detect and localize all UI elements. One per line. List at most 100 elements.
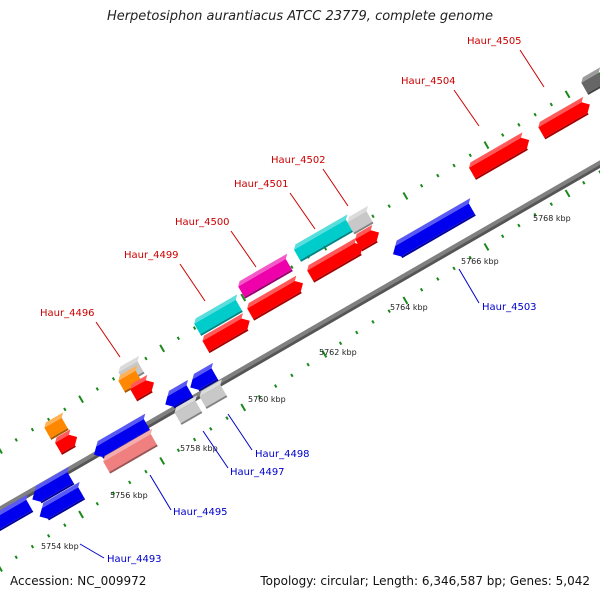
gene-magenta-4500-bottom-face	[244, 269, 293, 299]
gene-cyan-4499-bottom-face	[200, 310, 243, 336]
inner-ring-tick	[46, 534, 51, 538]
outer-ring-tick	[468, 153, 472, 158]
outer-ring-tick	[78, 395, 84, 404]
gene-gray-4497b-front-face	[174, 400, 202, 424]
inner-ring-tick	[564, 189, 571, 198]
gene-red-4505-bottom-face	[544, 112, 589, 140]
gene-gray-4498b-bottom-face	[205, 395, 228, 409]
gene-label-haur_4499[interactable]: Haur_4499	[124, 250, 179, 261]
gene-orange-small-bottom-face	[50, 428, 69, 440]
gene-label-haur_4502[interactable]: Haur_4502	[271, 155, 326, 166]
gene-cyan-4499-front-face	[194, 299, 242, 335]
backbone-line	[0, 160, 600, 511]
gene-cyan-4499-top-face	[194, 294, 238, 324]
gene-gray-4498b-top-face	[199, 379, 222, 397]
gene-pink-4495b[interactable]	[103, 428, 158, 474]
gene-blue-edge[interactable]	[0, 494, 34, 532]
outer-ring-tick	[402, 191, 409, 200]
gene-red-4504[interactable]	[469, 132, 530, 180]
outer-ring-tick	[240, 293, 247, 302]
inner-ring-tick	[274, 384, 278, 388]
gene-red-4500b[interactable]	[247, 275, 304, 321]
genome-backbone	[0, 160, 600, 514]
gene-gray-4497b-top-face	[174, 395, 197, 413]
gene-red-small[interactable]	[55, 429, 78, 455]
gene-pink-4495b-top-face	[103, 428, 153, 462]
gene-blue-4503-top-face	[395, 198, 471, 247]
gene-red-4496b-top-face	[130, 374, 148, 390]
gene-red-4500b-front-face	[247, 281, 304, 319]
gene-gray-top[interactable]	[581, 67, 600, 95]
gene-blue-edge-front-face	[0, 499, 33, 529]
outer-ring-tick	[144, 356, 148, 361]
gene-red-4501b-top-face	[307, 237, 357, 271]
gene-red-4505-front-face	[538, 102, 590, 138]
gene-blue-4497-top-face	[167, 379, 188, 397]
inner-ring-tick	[290, 373, 294, 378]
gene-blue-4503-bottom-face	[401, 213, 476, 259]
inner-ring-tick	[0, 566, 3, 572]
outer-ring-tick	[549, 102, 554, 107]
outer-ring-tick	[14, 437, 18, 442]
gene-blue-4493-front-face	[39, 487, 85, 519]
gene-label-haur_4501[interactable]: Haur_4501	[234, 179, 289, 190]
gene-features	[0, 67, 600, 532]
gene-red-4499b[interactable]	[202, 313, 250, 354]
outer-ring-tick	[483, 141, 490, 150]
gene-blue-4494[interactable]	[32, 466, 75, 504]
gene-gray-4502[interactable]	[347, 205, 374, 235]
inner-ring-tick	[14, 555, 18, 560]
inner-ring-tick	[63, 523, 67, 528]
tick-label-5762-kbp: 5762 kbp	[319, 348, 357, 357]
leader-line-haur_4502	[322, 168, 349, 207]
outer-ring-tick	[111, 376, 116, 381]
outer-ring-tick	[533, 112, 537, 117]
gene-label-haur_4504[interactable]: Haur_4504	[401, 76, 456, 87]
leader-line-haur_4496	[95, 321, 121, 358]
gene-red-4496b-bottom-face	[136, 390, 153, 402]
leader-line-haur_4503	[458, 268, 480, 304]
gene-blue-4503[interactable]	[392, 198, 476, 259]
inner-ring-tick	[338, 341, 343, 346]
gene-blue-edge-top-face	[0, 494, 28, 516]
tick-label-5756-kbp: 5756 kbp	[110, 491, 148, 500]
gene-label-haur_4495[interactable]: Haur_4495	[173, 507, 228, 518]
gene-red-4502b-top-face	[355, 224, 373, 240]
gene-orange-small[interactable]	[44, 412, 69, 440]
gene-cyan-4501[interactable]	[294, 214, 353, 262]
gene-blue-4493[interactable]	[39, 481, 86, 521]
gene-label-haur_4497[interactable]: Haur_4497	[230, 467, 285, 478]
gene-red-4501b[interactable]	[307, 237, 364, 283]
gene-label-haur_4493[interactable]: Haur_4493	[107, 554, 162, 565]
gene-red-4496b[interactable]	[130, 374, 154, 402]
inner-ring-tick	[419, 287, 424, 292]
gene-red-4505[interactable]	[538, 96, 590, 140]
gene-gray-4497b[interactable]	[174, 395, 203, 425]
leader-line-haur_4498	[227, 413, 253, 451]
gene-blue-edge-bottom-face	[0, 510, 34, 532]
inner-ring-tick	[501, 234, 505, 239]
gene-blue-4498-top-face	[192, 362, 213, 380]
gene-blue-4493-bottom-face	[47, 497, 86, 521]
gene-blue-4494-top-face	[34, 466, 69, 492]
inner-ring-tick	[30, 544, 35, 549]
inner-ring-tick	[371, 319, 375, 324]
gene-red-small-top-face	[55, 429, 71, 443]
gene-label-haur_4500[interactable]: Haur_4500	[175, 217, 230, 228]
gene-gray-4498b[interactable]	[199, 379, 228, 409]
gene-label-haur_4496[interactable]: Haur_4496	[40, 308, 95, 319]
gene-magenta-4500[interactable]	[238, 253, 293, 299]
inner-ring-tick	[192, 437, 197, 442]
gene-blue-4497-bottom-face	[173, 395, 194, 409]
gene-cyan-4499[interactable]	[194, 294, 243, 336]
outer-ring-tick	[290, 265, 294, 269]
gene-label-haur_4505[interactable]: Haur_4505	[467, 36, 522, 47]
inner-ring-tick	[517, 223, 521, 228]
gene-blue-4497[interactable]	[165, 379, 194, 409]
gene-label-haur_4498[interactable]: Haur_4498	[255, 449, 310, 460]
gene-cyan-4501-top-face	[294, 214, 348, 250]
gene-red-4501b-front-face	[307, 243, 364, 281]
gene-blue-4498[interactable]	[190, 362, 219, 392]
gene-label-haur_4503[interactable]: Haur_4503	[482, 302, 537, 313]
